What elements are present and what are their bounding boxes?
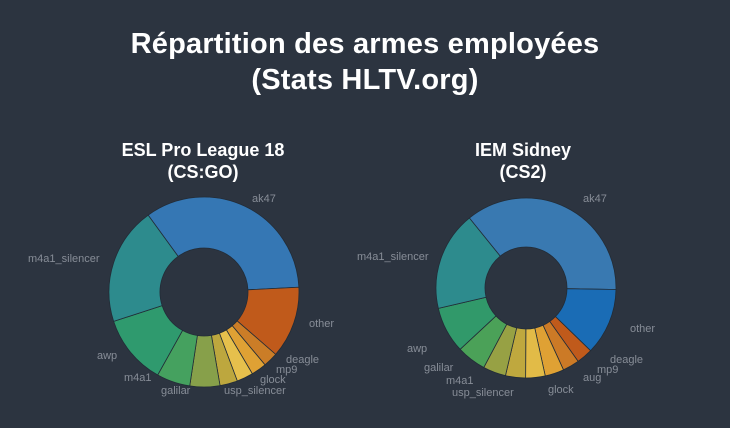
slice-label-awp: awp bbox=[97, 350, 117, 362]
slice-label-ak47: ak47 bbox=[583, 193, 607, 205]
slice-label-galilar: galilar bbox=[161, 385, 191, 397]
chart-title-iem-sidney: IEM Sidney (CS2) bbox=[340, 139, 706, 183]
donut-slice-m4a1_silencer bbox=[108, 214, 179, 322]
chart-title-iem-line2: (CS2) bbox=[499, 162, 547, 182]
slice-label-m4a1: m4a1 bbox=[446, 375, 474, 387]
chart-title-esl-line1: ESL Pro League 18 bbox=[121, 140, 285, 160]
donut-slice-ak47 bbox=[147, 196, 300, 291]
donut-chart-cs2: ak47otherdeaglemp9augglockusp_silencerm4… bbox=[357, 193, 655, 399]
chart-title-esl-pro-league: ESL Pro League 18 (CS:GO) bbox=[20, 139, 386, 183]
donut-slice-ak47 bbox=[468, 197, 617, 290]
slice-label-m4a1_silencer: m4a1_silencer bbox=[357, 251, 429, 263]
slice-label-m4a1: m4a1 bbox=[124, 372, 152, 384]
slice-label-mp9: mp9 bbox=[597, 364, 618, 376]
slice-label-usp_silencer: usp_silencer bbox=[224, 385, 286, 397]
slice-label-aug: aug bbox=[583, 372, 601, 384]
slice-label-other: other bbox=[630, 323, 655, 335]
main-title-line1: Répartition des armes employées bbox=[130, 28, 600, 60]
slice-label-other: other bbox=[309, 318, 334, 330]
slice-label-glock: glock bbox=[260, 374, 286, 386]
slice-label-mp9: mp9 bbox=[276, 364, 297, 376]
slice-label-awp: awp bbox=[407, 343, 427, 355]
slice-label-usp_silencer: usp_silencer bbox=[452, 387, 514, 399]
slice-label-galilar: galilar bbox=[424, 362, 454, 374]
slice-label-m4a1_silencer: m4a1_silencer bbox=[28, 253, 100, 265]
slice-label-deagle: deagle bbox=[610, 354, 643, 366]
main-title-line2: (Stats HLTV.org) bbox=[251, 64, 479, 96]
slice-label-glock: glock bbox=[548, 384, 574, 396]
main-title: Répartition des armes employées (Stats H… bbox=[0, 26, 730, 98]
chart-title-esl-line2: (CS:GO) bbox=[167, 162, 239, 182]
chart-title-iem-line1: IEM Sidney bbox=[474, 140, 572, 160]
slice-label-ak47: ak47 bbox=[252, 193, 276, 205]
donut-slice-m4a1_silencer bbox=[435, 217, 501, 309]
slice-label-deagle: deagle bbox=[286, 354, 319, 366]
